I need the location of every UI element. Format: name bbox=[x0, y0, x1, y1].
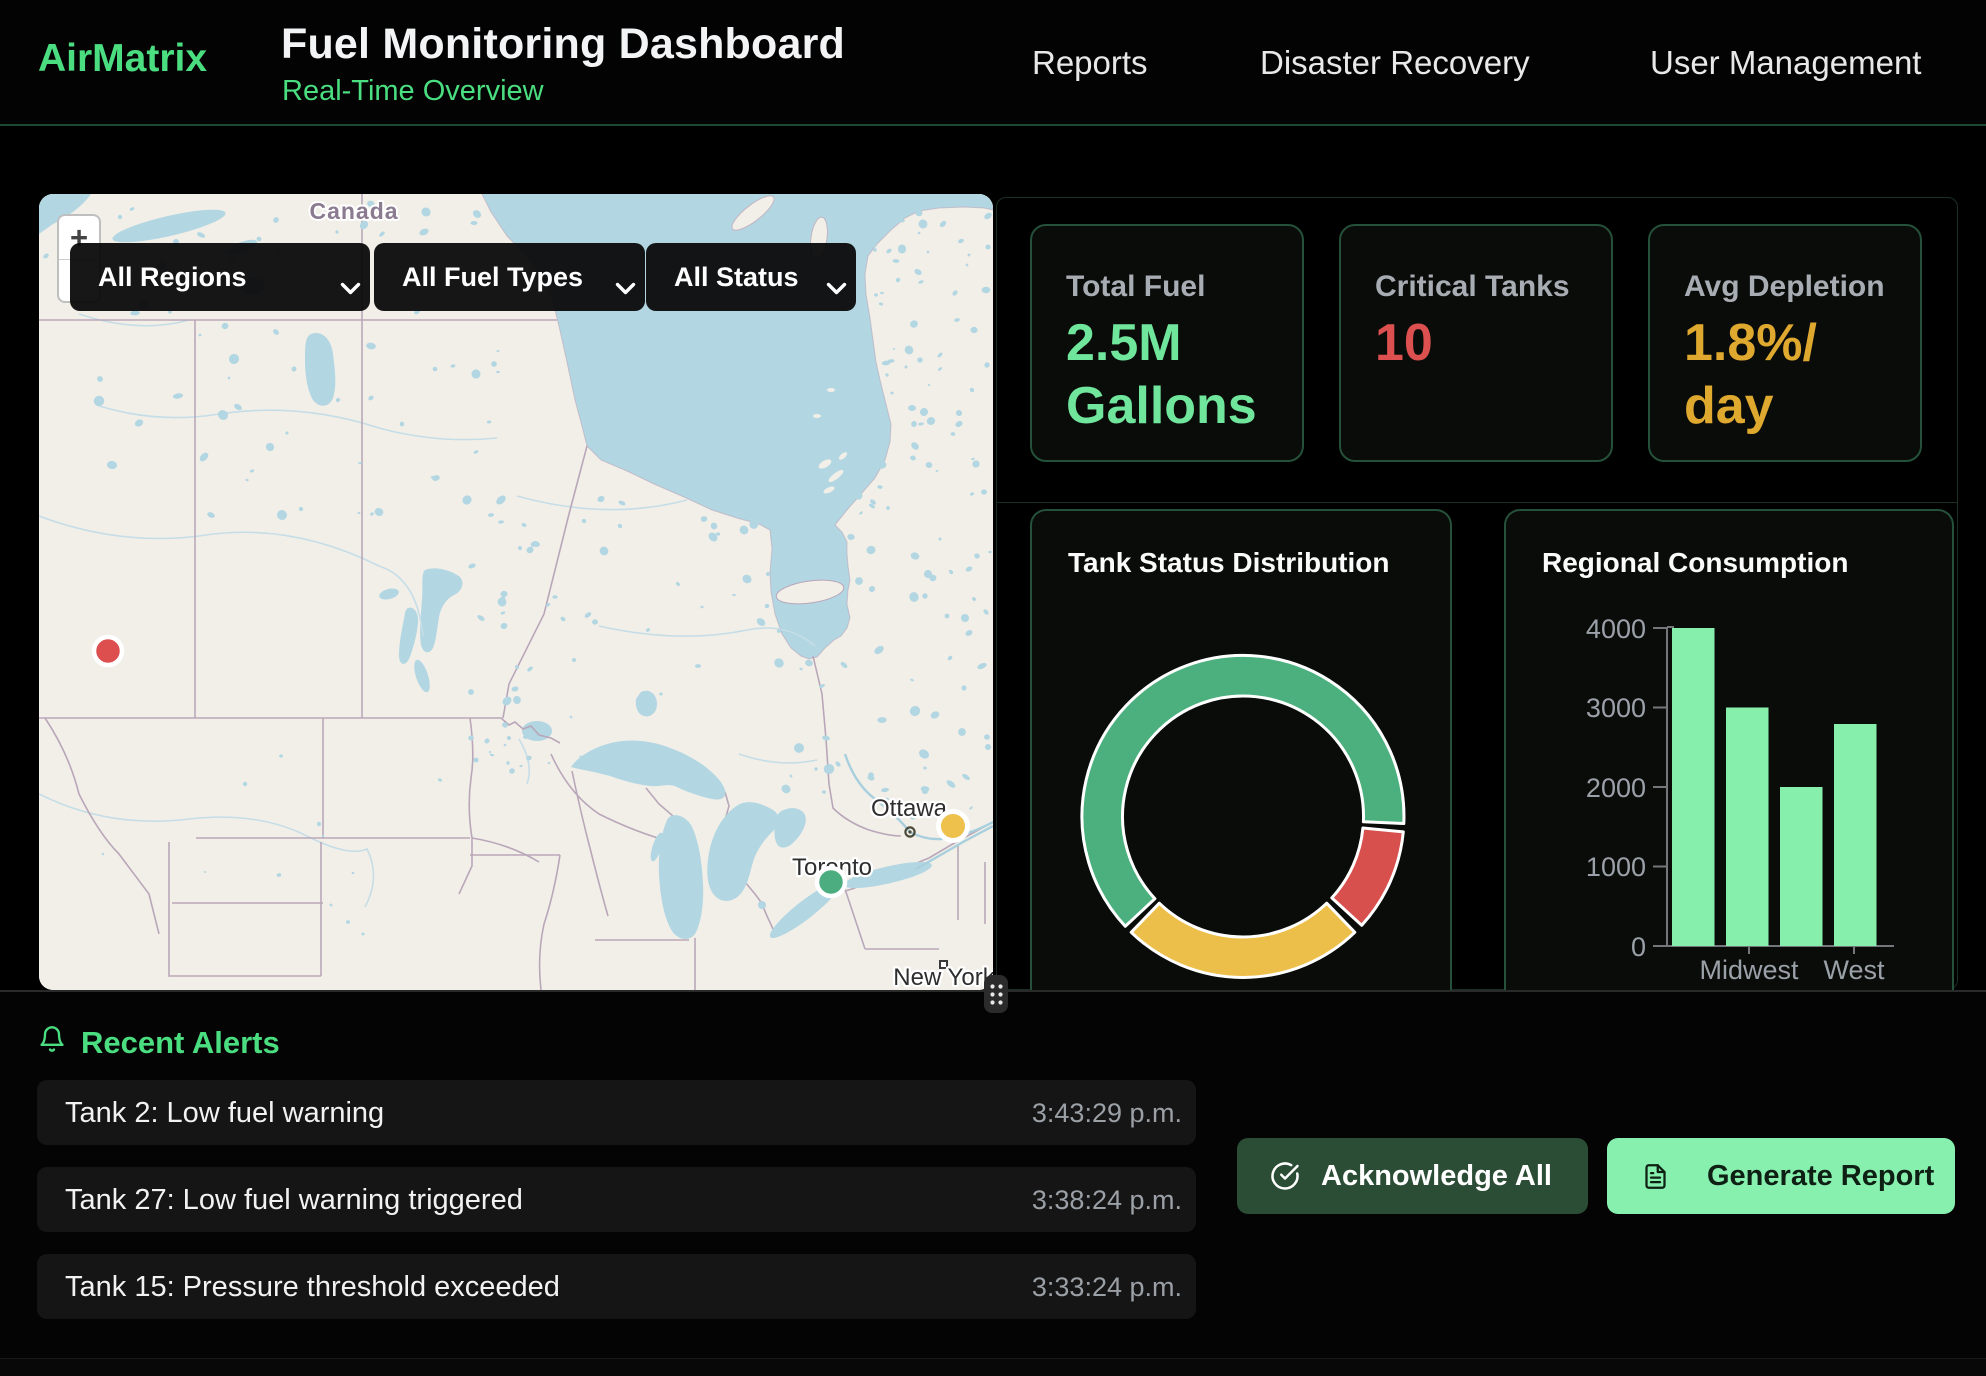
svg-text:0: 0 bbox=[1631, 932, 1646, 962]
svg-text:3000: 3000 bbox=[1586, 693, 1646, 723]
svg-text:4000: 4000 bbox=[1586, 614, 1646, 644]
svg-text:1000: 1000 bbox=[1586, 852, 1646, 882]
svg-text:Ottawa: Ottawa bbox=[871, 795, 948, 822]
svg-text:West: West bbox=[1823, 955, 1885, 985]
svg-text:Canada: Canada bbox=[309, 198, 398, 224]
svg-text:Midwest: Midwest bbox=[1699, 955, 1799, 985]
svg-text:New York: New York bbox=[893, 964, 993, 990]
svg-text:2000: 2000 bbox=[1586, 773, 1646, 803]
